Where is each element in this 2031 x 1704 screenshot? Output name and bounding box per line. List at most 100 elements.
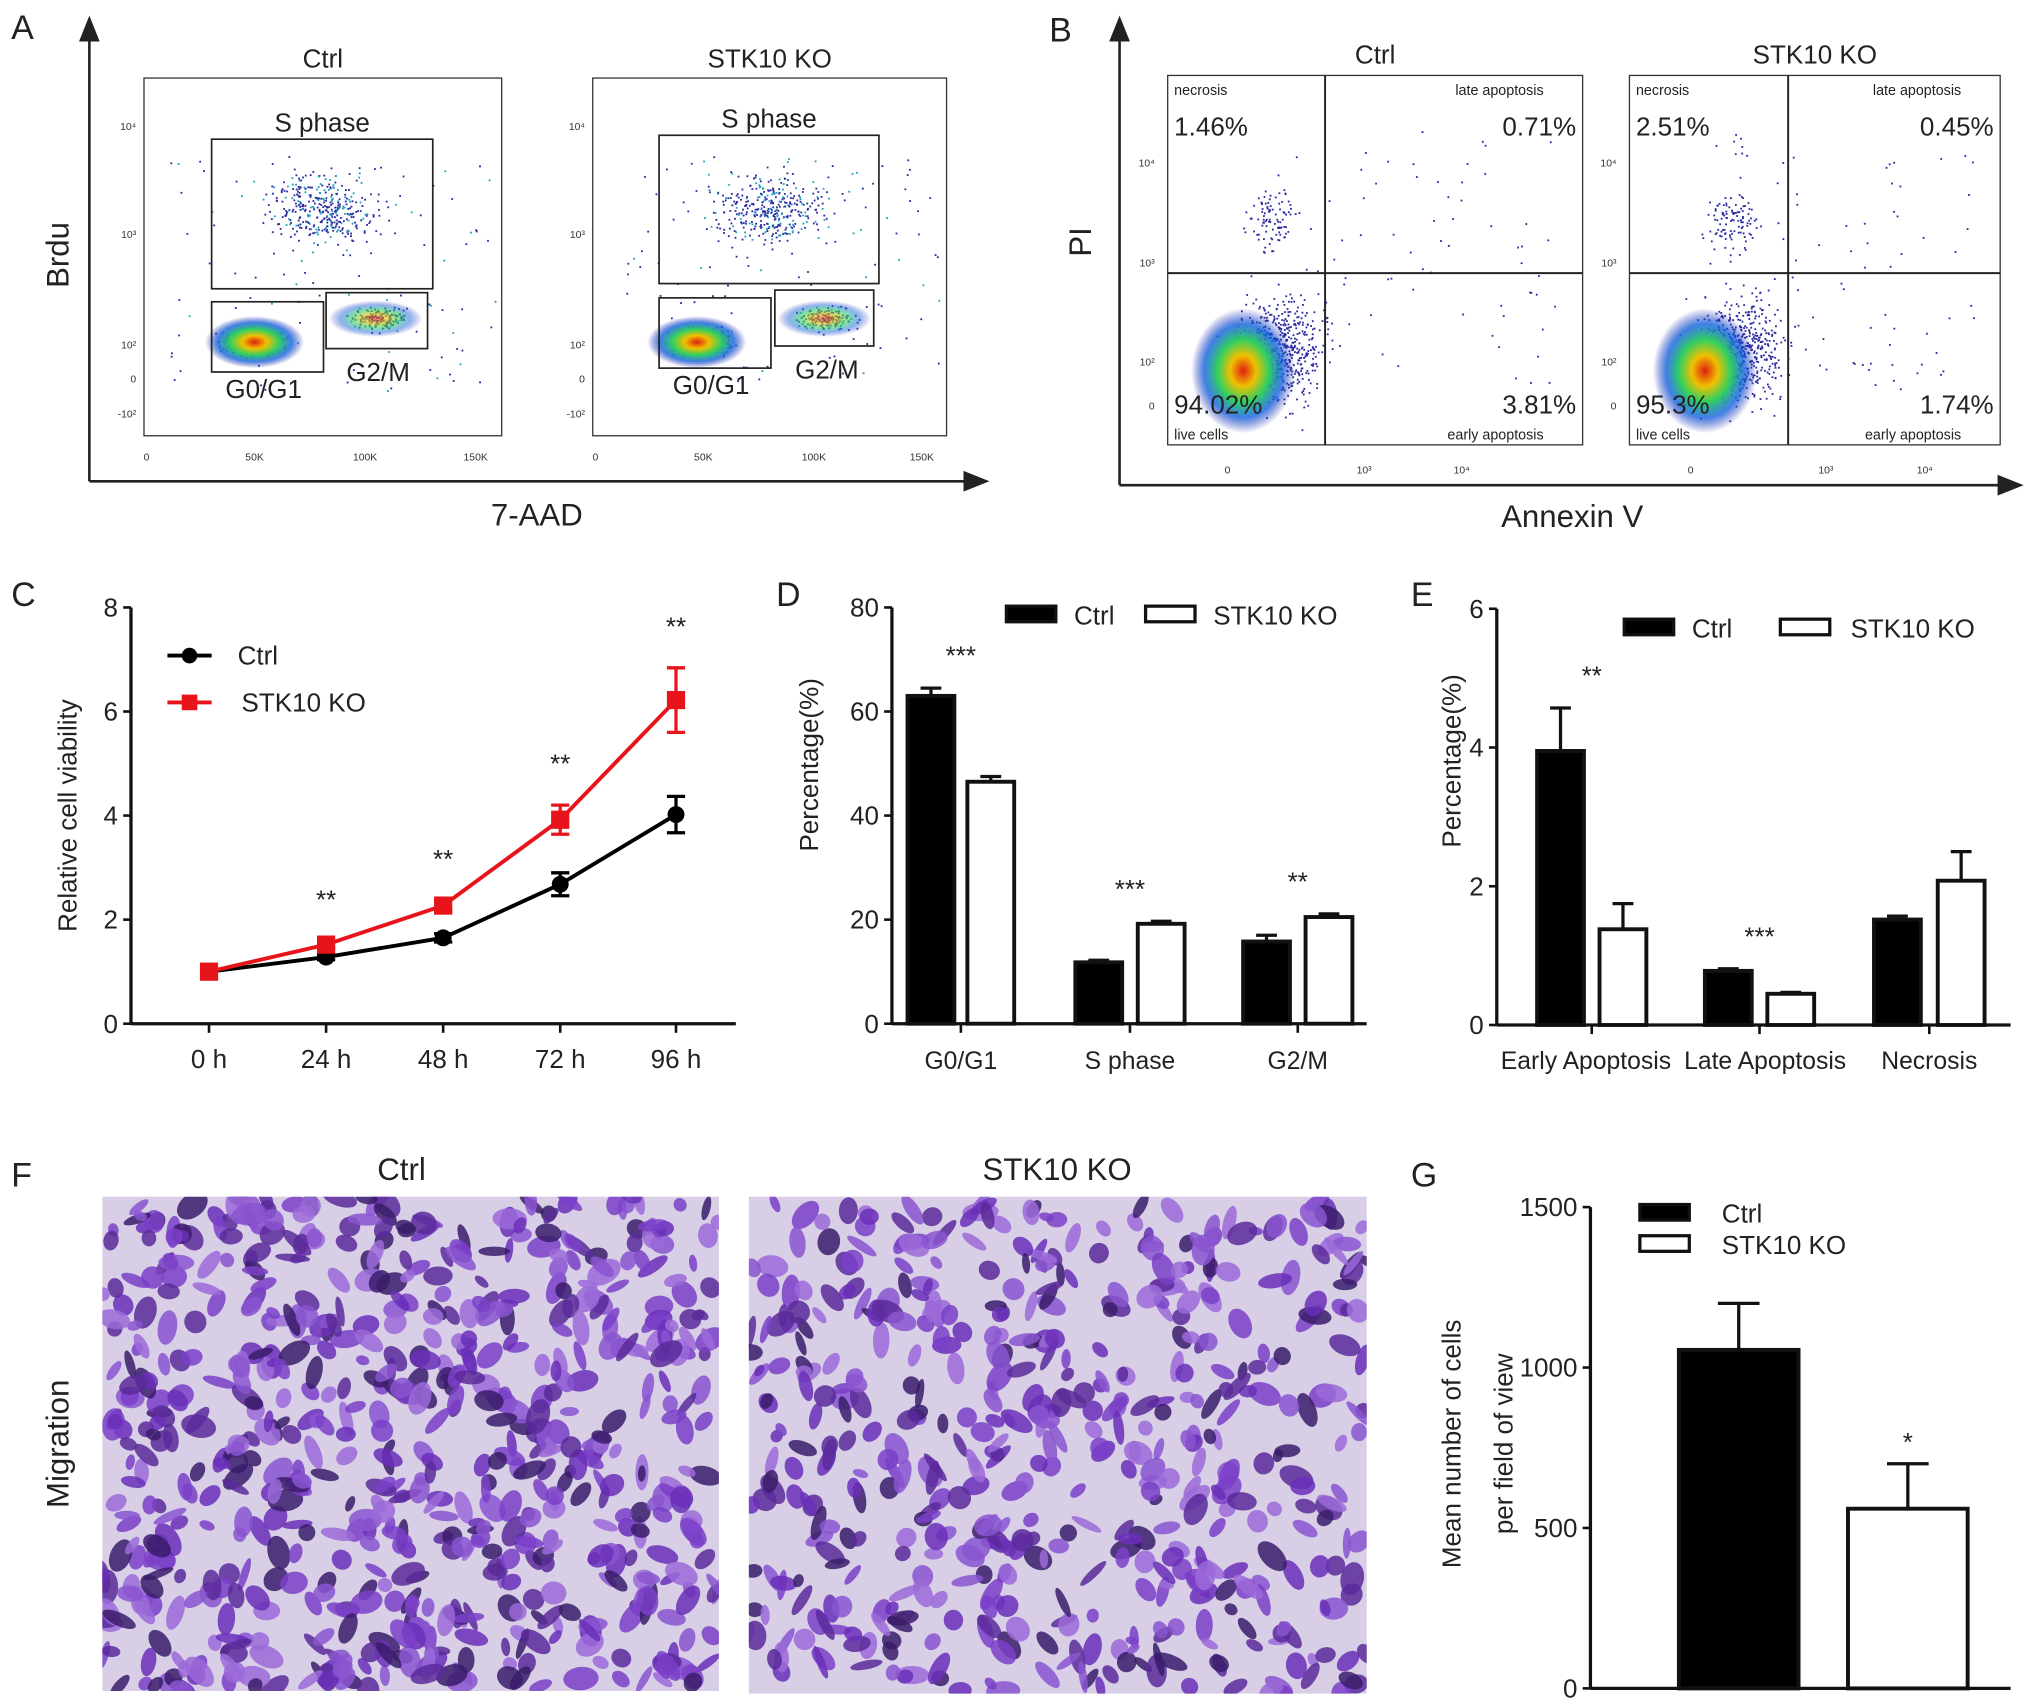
flow-dot xyxy=(1748,335,1751,338)
stained-cell xyxy=(621,1196,642,1204)
panel-label-f: F xyxy=(11,1156,32,1194)
flow-dot xyxy=(1884,313,1887,316)
flow-dot xyxy=(1756,375,1759,378)
flow-dot xyxy=(1763,369,1766,372)
stained-cell xyxy=(1051,1387,1072,1418)
stained-cell xyxy=(1248,1359,1267,1375)
flow-dot xyxy=(1916,372,1919,375)
flow-dot xyxy=(843,199,846,202)
flow-dot xyxy=(742,226,745,229)
stained-cell xyxy=(1215,1579,1237,1601)
flow-dot xyxy=(317,228,320,231)
flow-dot xyxy=(337,208,339,210)
stained-cell xyxy=(701,1328,715,1351)
significance-marker: ** xyxy=(1288,867,1308,897)
flow-dot xyxy=(780,200,782,203)
flow-dot xyxy=(1297,359,1300,362)
flow-dot xyxy=(279,227,282,230)
flow-dot xyxy=(1747,202,1750,204)
flow-dot xyxy=(301,205,304,208)
flow-dot xyxy=(475,229,478,232)
flow-dot xyxy=(369,220,372,223)
flow-dot xyxy=(336,222,338,225)
flow-dot xyxy=(1279,221,1282,224)
flow-dot xyxy=(1304,331,1306,334)
flow-dot xyxy=(754,208,757,211)
necrosis-percentage: 2.51% xyxy=(1636,111,1710,141)
flow-dot xyxy=(1759,398,1762,400)
stained-cell xyxy=(405,1595,420,1610)
flow-dot xyxy=(778,217,781,220)
flow-dot xyxy=(1344,277,1347,280)
stained-cell xyxy=(1136,1284,1163,1309)
flow-dot xyxy=(1310,228,1312,230)
flow-dot xyxy=(1755,357,1758,359)
flow-dot xyxy=(723,232,725,234)
flow-dot xyxy=(1312,357,1314,360)
stained-cell xyxy=(814,1213,831,1230)
gate-g0g1 xyxy=(658,297,772,369)
flow-dot xyxy=(1759,348,1762,351)
flow-dot xyxy=(772,233,775,235)
stained-cell xyxy=(1315,1383,1348,1403)
stained-cell xyxy=(1259,1680,1284,1694)
flow-dot xyxy=(262,198,265,201)
flow-dot xyxy=(1893,327,1896,330)
flow-dot xyxy=(766,227,769,230)
flow-dot xyxy=(1899,185,1902,188)
flow-dot xyxy=(1885,166,1888,169)
flow-dot xyxy=(1725,213,1728,215)
flow-dot xyxy=(790,210,793,213)
flow-dot xyxy=(307,215,310,218)
flow-dot xyxy=(348,214,351,217)
flow-dot xyxy=(366,213,369,216)
stained-cell xyxy=(820,1284,844,1312)
flow-dot xyxy=(1268,305,1271,307)
flow-dot xyxy=(490,326,493,329)
stained-cell xyxy=(335,1234,358,1252)
stained-cell xyxy=(1002,1278,1025,1301)
flow-dot xyxy=(1772,371,1775,374)
stained-cell xyxy=(646,1545,679,1564)
flow-dot xyxy=(1288,300,1290,303)
legend-label-0: Ctrl xyxy=(1722,1199,1762,1229)
stained-cell xyxy=(1195,1609,1213,1642)
stained-cell xyxy=(520,1629,551,1655)
flow-dot xyxy=(1301,377,1304,380)
flow-dot xyxy=(764,196,766,199)
stained-cell xyxy=(902,1376,921,1395)
flow-dot xyxy=(1765,321,1768,324)
flow-dot xyxy=(828,356,831,359)
flow-dot xyxy=(275,200,278,203)
flow-dot xyxy=(775,191,778,194)
flow-dot xyxy=(1750,326,1753,329)
flow-dot xyxy=(1755,360,1758,363)
flow-dot xyxy=(783,192,786,195)
flow-dot xyxy=(336,192,339,195)
flow-dot xyxy=(753,227,756,230)
flow-dot xyxy=(1263,215,1265,217)
stained-cell xyxy=(249,1632,270,1651)
flow-dot xyxy=(1325,301,1328,304)
legend-swatch-1 xyxy=(1638,1234,1691,1253)
flow-dot xyxy=(370,193,372,196)
flow-dot xyxy=(777,224,779,227)
flow-dot xyxy=(1289,293,1292,296)
flow-dot xyxy=(774,210,777,213)
stained-cell xyxy=(181,1349,203,1366)
stained-cell xyxy=(907,1344,922,1367)
bar-ctrl xyxy=(1872,917,1923,1027)
stained-cell xyxy=(266,1307,280,1319)
flow-dot xyxy=(823,214,826,217)
stained-cell xyxy=(177,1472,193,1501)
flow-dot xyxy=(804,211,807,214)
flow-dot xyxy=(1725,223,1727,226)
flow-dot xyxy=(789,192,792,195)
flow-dot xyxy=(749,184,752,187)
stained-cell xyxy=(602,1307,620,1331)
flow-dot xyxy=(1842,288,1845,291)
flow-dot xyxy=(758,378,761,381)
stained-cell xyxy=(306,1228,323,1248)
flow-dot xyxy=(1771,376,1774,379)
